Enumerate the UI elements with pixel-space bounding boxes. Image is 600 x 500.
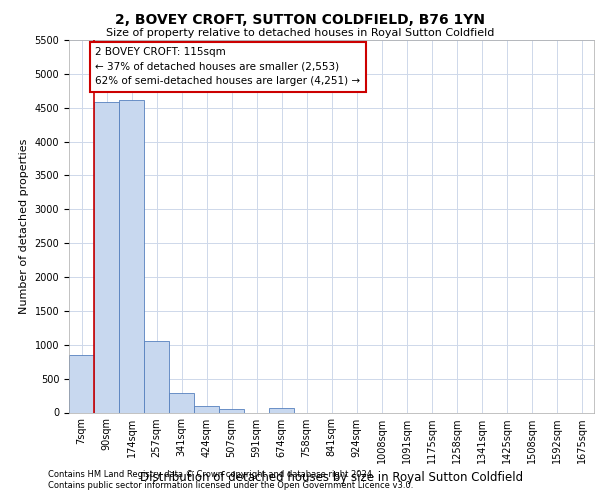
Bar (144, 340, 169, 412)
Text: 2 BOVEY CROFT: 115sqm
← 37% of detached houses are smaller (2,553)
62% of semi-d: 2 BOVEY CROFT: 115sqm ← 37% of detached … (95, 47, 361, 86)
Bar (119, 100, 144, 412)
Bar (69, 355, 94, 412)
Bar (194, 406, 219, 412)
Text: 2, BOVEY CROFT, SUTTON COLDFIELD, B76 1YN: 2, BOVEY CROFT, SUTTON COLDFIELD, B76 1Y… (115, 12, 485, 26)
Bar (169, 393, 194, 412)
Text: Contains public sector information licensed under the Open Government Licence v3: Contains public sector information licen… (48, 481, 413, 490)
Bar (94, 102, 119, 412)
Text: Contains HM Land Registry data © Crown copyright and database right 2024.: Contains HM Land Registry data © Crown c… (48, 470, 374, 479)
X-axis label: Distribution of detached houses by size in Royal Sutton Coldfield: Distribution of detached houses by size … (140, 471, 523, 484)
Bar (219, 409, 244, 412)
Text: Size of property relative to detached houses in Royal Sutton Coldfield: Size of property relative to detached ho… (106, 28, 494, 38)
Y-axis label: Number of detached properties: Number of detached properties (19, 138, 29, 314)
Bar (269, 408, 294, 412)
